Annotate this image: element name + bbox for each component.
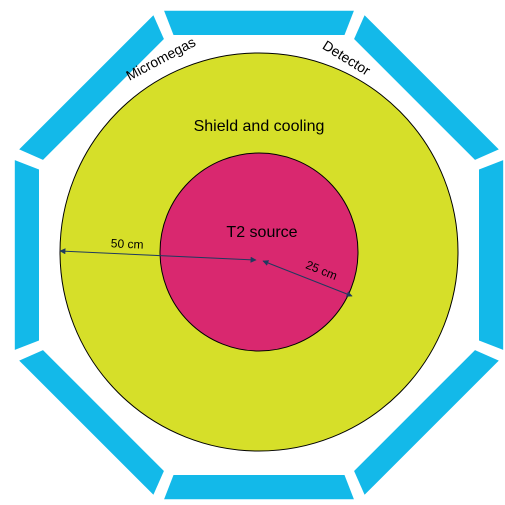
shield-label: Shield and cooling bbox=[194, 118, 325, 135]
detector-segment bbox=[354, 15, 499, 160]
detector-segment bbox=[354, 350, 499, 495]
outer-radius-arrow bbox=[59, 248, 257, 263]
t2-source-disk bbox=[159, 152, 359, 352]
detector-segment bbox=[14, 160, 40, 350]
detector-segment bbox=[164, 10, 354, 36]
inner-radius-arrow bbox=[262, 260, 353, 297]
detector-segment bbox=[164, 475, 354, 500]
micromegas-detector-ring bbox=[14, 10, 504, 500]
source-label: T2 source bbox=[226, 224, 297, 241]
detector-segment bbox=[19, 15, 164, 160]
detector-segment bbox=[479, 160, 504, 350]
detector-segment bbox=[19, 350, 164, 495]
outer-radius-label: 50 cm bbox=[111, 236, 144, 251]
